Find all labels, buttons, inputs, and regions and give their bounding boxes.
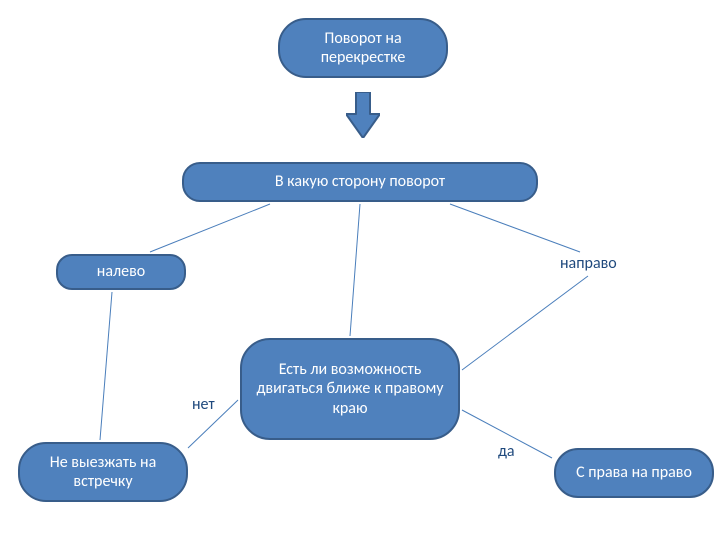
label-right: направо <box>560 254 617 273</box>
node-right-to-right-text: С права на право <box>576 463 692 482</box>
label-yes: да <box>498 442 515 461</box>
node-left: налево <box>56 254 186 290</box>
node-no-oncoming-text: Не выезжать на встречку <box>30 453 176 491</box>
node-root: Поворот на перекрестке <box>278 18 448 78</box>
label-no-text: нет <box>192 395 215 414</box>
node-no-oncoming: Не выезжать на встречку <box>18 442 188 502</box>
node-rightedge-question-text: Есть ли возможность двигаться ближе к пр… <box>252 360 448 418</box>
label-yes-text: да <box>498 442 515 461</box>
node-direction-question: В какую сторону поворот <box>182 162 538 202</box>
node-root-text: Поворот на перекрестке <box>290 29 436 67</box>
label-right-text: направо <box>560 254 617 273</box>
down-arrow-icon <box>346 92 380 138</box>
label-no: нет <box>192 395 215 414</box>
flowchart-canvas: { "canvas": { "width": 720, "height": 54… <box>0 0 720 540</box>
node-rightedge-question: Есть ли возможность двигаться ближе к пр… <box>240 338 460 440</box>
node-direction-question-text: В какую сторону поворот <box>275 172 445 191</box>
node-right-to-right: С права на право <box>554 448 714 498</box>
node-left-text: налево <box>97 262 145 281</box>
